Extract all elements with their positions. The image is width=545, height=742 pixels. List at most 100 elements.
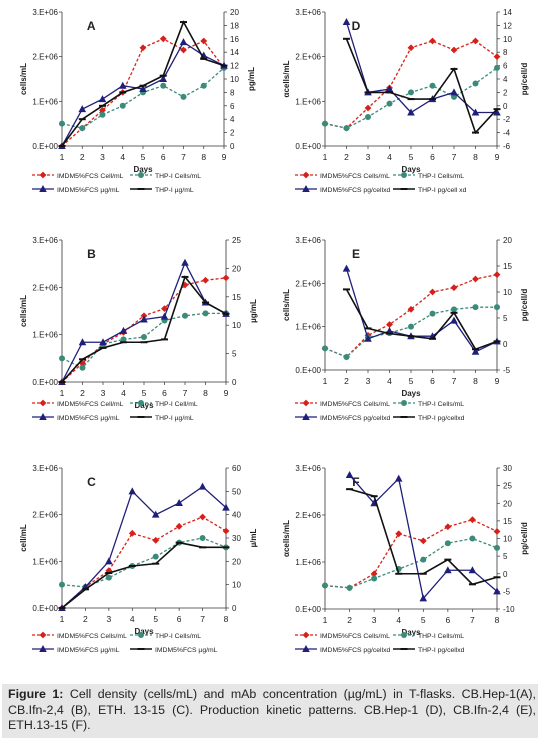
panel-e-legend-label: THP-I Cells/mL (418, 401, 464, 408)
panel-a-legend-marker (39, 171, 47, 179)
panel-a-x-tick-label: 1 (60, 152, 65, 162)
panel-a-legend-label: IMDM5%FCS µg/mL (57, 187, 120, 194)
panel-a-legend-marker (138, 172, 144, 178)
panel-f-legend-marker (401, 632, 407, 638)
panel-a-series-1-point (200, 37, 208, 45)
panel-e-right-tick-label: 15 (503, 262, 512, 271)
panel-e-series-2-point (429, 310, 436, 317)
panel-a-left-tick-label: 0.E+00 (32, 142, 58, 151)
panel-d-series-3-point (493, 108, 501, 116)
panel-a-x-tick-label: 5 (141, 152, 146, 162)
panel-d-left-tick-label: 1.E+06 (295, 97, 321, 106)
panel-d-x-tick-label: 7 (452, 152, 457, 162)
panel-c-legend-marker (39, 631, 47, 639)
panel-f-right-tick-label: -5 (503, 587, 511, 596)
panel-f-right-tick-label: 20 (503, 499, 512, 508)
panel-e-x-tick-label: 4 (387, 376, 392, 386)
panel-c-series-3-point (175, 499, 183, 506)
panel-a-series-2-point (160, 82, 167, 89)
panel-f-series-1-point (444, 523, 452, 531)
panel-f-ylabel-left: αcells/mL (282, 520, 291, 557)
panel-f-legend-label: IMDM5%FCS pg/cellxd (320, 647, 390, 654)
caption-box: Figure 1: Cell density (cells/mL) and mA… (2, 684, 538, 738)
panel-b-x-tick-label: 6 (162, 388, 167, 398)
panel-a-series-3-point (118, 81, 127, 89)
panel-b-series-1-point (202, 276, 209, 284)
panel-c-series-3-point (128, 487, 137, 495)
panel-b-legend-label: IMDM5%FCS µg/mL (57, 415, 120, 422)
panel-f-series-2-point (444, 540, 451, 547)
panel-d-series-1-point (429, 37, 436, 45)
panel-d-x-tick-label: 1 (323, 152, 328, 162)
panel-c-legend-label: THP-I Cells/mL (155, 633, 201, 640)
panel-c-series-2-point (105, 574, 112, 581)
panel-e-series-2-line (324, 306, 497, 358)
panel-d-x-tick-label: 4 (387, 152, 392, 162)
panel-e-series-3-point (471, 347, 480, 355)
panel-b-x-tick-label: 8 (203, 388, 208, 398)
panel-b-x-tick-label: 2 (80, 388, 85, 398)
panel-d-series-2-point (365, 113, 371, 120)
panel-e-x-tick-label: 5 (409, 376, 414, 386)
panel-f-x-tick-label: 5 (421, 615, 426, 625)
panel-d-series-3-point (385, 85, 394, 93)
panel-e-right-tick-label: -5 (503, 366, 511, 375)
panel-c-right-tick-label: 30 (232, 534, 241, 543)
panel-c-xlabel: Days (134, 627, 154, 636)
panel-b-x-tick-label: 3 (101, 388, 106, 398)
panel-b-xlabel: Days (134, 401, 154, 410)
panel-d-series-2-point (494, 64, 500, 71)
panel-a-right-tick-label: 16 (230, 35, 239, 44)
panel-e-series-3-point (342, 264, 351, 272)
panel-b-right-tick-label: 10 (232, 321, 241, 330)
panel-c-letter: C (87, 475, 96, 489)
panel-e-series-3-line (345, 268, 498, 353)
panel-d-letter: D (352, 19, 361, 33)
panel-c-right-tick-label: 40 (232, 511, 241, 520)
panel-d-series-2-point (343, 125, 350, 132)
panel-d-right-tick-label: 2 (503, 88, 508, 97)
panel-e-series-1-point (450, 284, 458, 292)
panel-a-right-tick-label: 0 (230, 142, 235, 151)
panel-a-series-2-point (200, 82, 207, 89)
panel-b-right-tick-label: 5 (232, 350, 237, 359)
panel-b-series-1-point (161, 305, 168, 313)
panel-d-x-tick-label: 5 (409, 152, 414, 162)
panel-a-left-tick-label: 2.E+06 (32, 53, 58, 62)
panel-d-legend-marker (302, 185, 310, 192)
caption-text: Cell density (cells/mL) and mAb concentr… (8, 687, 536, 732)
panel-e-legend-label: IMDM5%FCS pg/cellxd (320, 415, 390, 422)
panel-c-series-3-point (151, 510, 160, 518)
panel-b-series-4-line (61, 275, 227, 383)
panel-a-right-tick-label: 6 (230, 102, 235, 111)
panel-b-x-tick-label: 9 (224, 388, 229, 398)
panel-a-legend-marker (39, 185, 47, 192)
panel-e-x-tick-label: 3 (366, 376, 371, 386)
panel-d-series-2-point (322, 120, 328, 127)
panel-b-right-tick-label: 15 (232, 293, 241, 302)
panel-c-series-1-point (222, 527, 230, 535)
panel-f-series-1-point (370, 570, 378, 578)
panel-e-xlabel: Days (401, 389, 421, 398)
panel-f-right-tick-label: 0 (503, 570, 508, 579)
panel-b-legend-marker (39, 399, 47, 407)
panel-b-ylabel-left: cells/mL (19, 295, 28, 327)
panel-d-series-3-point (407, 108, 415, 116)
panel-e-legend-marker (401, 400, 407, 406)
panel-f-left-tick-label: 0.E+00 (295, 605, 321, 614)
panel-e-series-4-line (345, 289, 498, 351)
panel-f-series-2-point (346, 584, 353, 591)
panel-b-series-1-point (181, 281, 189, 289)
panel-b-left-tick-label: 1.E+06 (32, 331, 58, 340)
panel-c-right-tick-label: 20 (232, 557, 241, 566)
panel-e-letter: E (352, 247, 360, 261)
panel-b-right-tick-label: 25 (232, 236, 241, 245)
panel-c-legend-label: IMDM5%FCS Cells/mL (57, 633, 127, 640)
panel-f-x-tick-label: 7 (470, 615, 475, 625)
panel-e-ylabel-right: pg/cell/d (520, 289, 529, 322)
panel-b-x-tick-label: 4 (121, 388, 126, 398)
panel-a-series-2-line (61, 67, 225, 129)
panel-a-series-4-line (61, 20, 225, 147)
panel-c-series-2-point (152, 553, 159, 560)
panel-c-series-1-point (152, 536, 160, 544)
